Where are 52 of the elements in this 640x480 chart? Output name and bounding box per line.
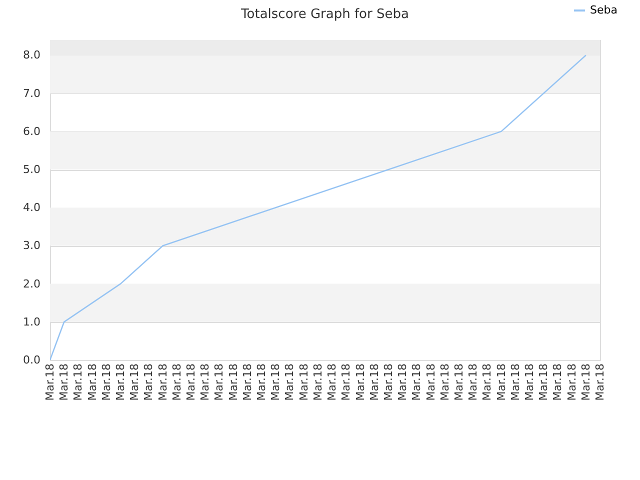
x-tick-label: Mar.18 (212, 364, 226, 401)
x-tick-label: Mar.18 (170, 364, 184, 401)
y-tick-label: 3.0 (23, 239, 40, 252)
x-tick-label: Mar.18 (354, 364, 367, 401)
y-tick-label: 4.0 (23, 201, 40, 214)
x-tick-label: Mar.18 (466, 364, 480, 401)
x-tick-label: Mar.18 (438, 364, 452, 401)
x-tick-label: Mar.18 (424, 364, 438, 401)
x-tick-label: Mar.18 (142, 364, 156, 401)
x-tick-label: Mar.18 (156, 364, 170, 401)
y-tick-label: 8.0 (23, 48, 40, 62)
x-tick-label: Mar.18 (114, 364, 128, 401)
y-tick-label: 1.0 (23, 315, 40, 328)
x-tick-label: Mar.18 (410, 364, 424, 401)
x-tick-label: Mar.18 (396, 364, 410, 401)
x-tick-label: Mar.18 (368, 364, 381, 401)
legend-label: Seba (590, 4, 618, 16)
x-tick-label: Mar.18 (86, 364, 99, 401)
x-tick-label: Mar.18 (480, 364, 494, 401)
x-tick-label: Mar.18 (311, 364, 324, 401)
x-tick-label: Mar.18 (452, 364, 466, 401)
x-tick-label: Mar.18 (551, 364, 564, 401)
y-tick-label: 0.0 (23, 354, 40, 366)
x-tick-label: Mar.18 (494, 364, 508, 401)
x-tick-label: Mar.18 (240, 364, 254, 401)
x-tick-label: Mar.18 (565, 364, 578, 401)
line-series (50, 54, 587, 360)
x-tick-label: Mar.18 (184, 364, 198, 401)
x-tick-label: Mar.18 (522, 364, 536, 401)
x-tick-label: Mar.18 (283, 364, 296, 401)
y-tick-label: 6.0 (23, 124, 40, 138)
chart-title: Totalscore Graph for Seba (240, 7, 409, 22)
x-tick-label: Mar.18 (594, 364, 606, 401)
x-tick-label: Mar.18 (198, 364, 212, 401)
x-tick-label: Mar.18 (537, 364, 550, 401)
x-tick-label: Mar.18 (255, 364, 268, 401)
x-tick-label: Mar.18 (326, 364, 339, 401)
x-tick-label: Mar.18 (297, 364, 310, 401)
x-tick-label: Mar.18 (508, 364, 522, 401)
x-tick-label: Mar.18 (269, 364, 282, 401)
y-tick-label: 7.0 (23, 86, 40, 100)
x-tick-label: Mar.18 (128, 364, 142, 401)
x-tick-label: Mar.18 (382, 364, 395, 401)
x-tick-label: Mar.18 (72, 364, 85, 401)
x-tick-label: Mar.18 (58, 364, 71, 401)
y-tick-label: 5.0 (23, 163, 40, 176)
x-tick-label: Mar.18 (579, 364, 592, 401)
y-tick-label: 2.0 (23, 277, 40, 290)
x-tick-label: Mar.18 (340, 364, 353, 401)
x-tick-label: Mar.18 (100, 364, 113, 401)
x-tick-label: Mar.18 (44, 364, 56, 401)
x-tick-label: Mar.18 (226, 364, 240, 401)
